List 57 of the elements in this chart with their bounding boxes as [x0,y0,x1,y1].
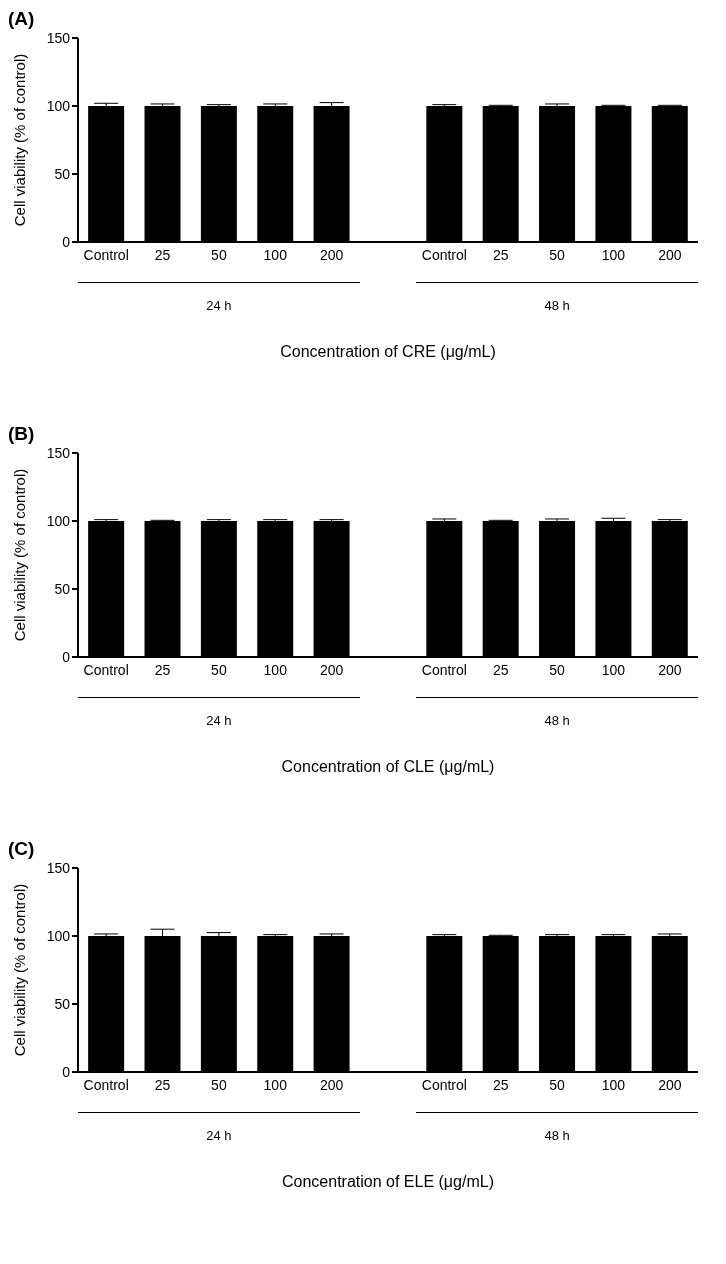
text: 24 h [205,713,233,728]
x-tick-label: 100 [263,661,288,678]
x-tick-label: 25 [492,246,509,263]
y-axis-title: Cell viability (% of control) [11,468,29,642]
x-tick-label: Control [83,1076,129,1093]
y-axis-title: Cell viability (% of control) [11,883,29,1057]
text: 24 h [205,298,233,313]
x-tick-label: 25 [154,246,171,263]
chart-title: (B) [8,423,35,445]
y-tick-label: 0 [62,1063,71,1080]
x-axis-title: Concentration of CRE (μg/mL) [279,343,497,361]
x-tick-label: 25 [492,1076,509,1093]
x-tick-label: Control [83,661,129,678]
y-tick-label: 0 [62,233,71,250]
x-tick-label: 25 [492,661,509,678]
text: 48 h [543,1128,571,1143]
y-tick-label: 100 [46,97,71,114]
y-tick-label: 50 [54,995,71,1012]
y-tick-label: 150 [46,29,71,46]
y-tick-label: 50 [54,165,71,182]
y-tick-label: 150 [46,859,71,876]
y-tick-label: 0 [62,648,71,665]
x-axis-title: Concentration of CLE (μg/mL) [280,758,496,776]
y-axis-title: Cell viability (% of control) [11,53,29,227]
x-tick-label: 25 [154,661,171,678]
x-tick-label: 200 [319,246,344,263]
x-tick-label: 25 [154,1076,171,1093]
y-tick-label: 100 [46,512,71,529]
chart-title: (A) [8,8,35,30]
x-tick-label: Control [421,1076,467,1093]
x-tick-label: 50 [549,246,566,263]
x-tick-label: 100 [263,246,288,263]
x-tick-label: 50 [549,661,566,678]
x-tick-label: 200 [319,1076,344,1093]
y-tick-label: 50 [54,580,71,597]
text: 48 h [543,713,571,728]
x-tick-label: 200 [658,1076,682,1093]
y-tick-label: 150 [46,444,71,461]
x-tick-label: 100 [601,246,626,263]
x-tick-label: Control [83,246,129,263]
text: 48 h [543,298,571,313]
x-tick-label: 50 [549,1076,566,1093]
text: 24 h [205,1128,233,1143]
x-tick-label: 50 [211,1076,227,1093]
x-tick-label: 50 [211,661,227,678]
x-tick-label: Control [421,661,467,678]
x-tick-label: Control [421,246,467,263]
y-tick-label: 100 [46,927,71,944]
x-axis-title: Concentration of ELE (μg/mL) [281,1173,495,1191]
x-tick-label: 100 [601,661,626,678]
x-tick-label: 100 [601,1076,626,1093]
x-tick-label: 200 [319,661,344,678]
x-tick-label: 200 [658,661,682,678]
x-tick-label: 200 [658,246,682,263]
x-tick-label: 100 [263,1076,288,1093]
x-tick-label: 50 [211,246,227,263]
chart-title: (C) [8,838,35,860]
